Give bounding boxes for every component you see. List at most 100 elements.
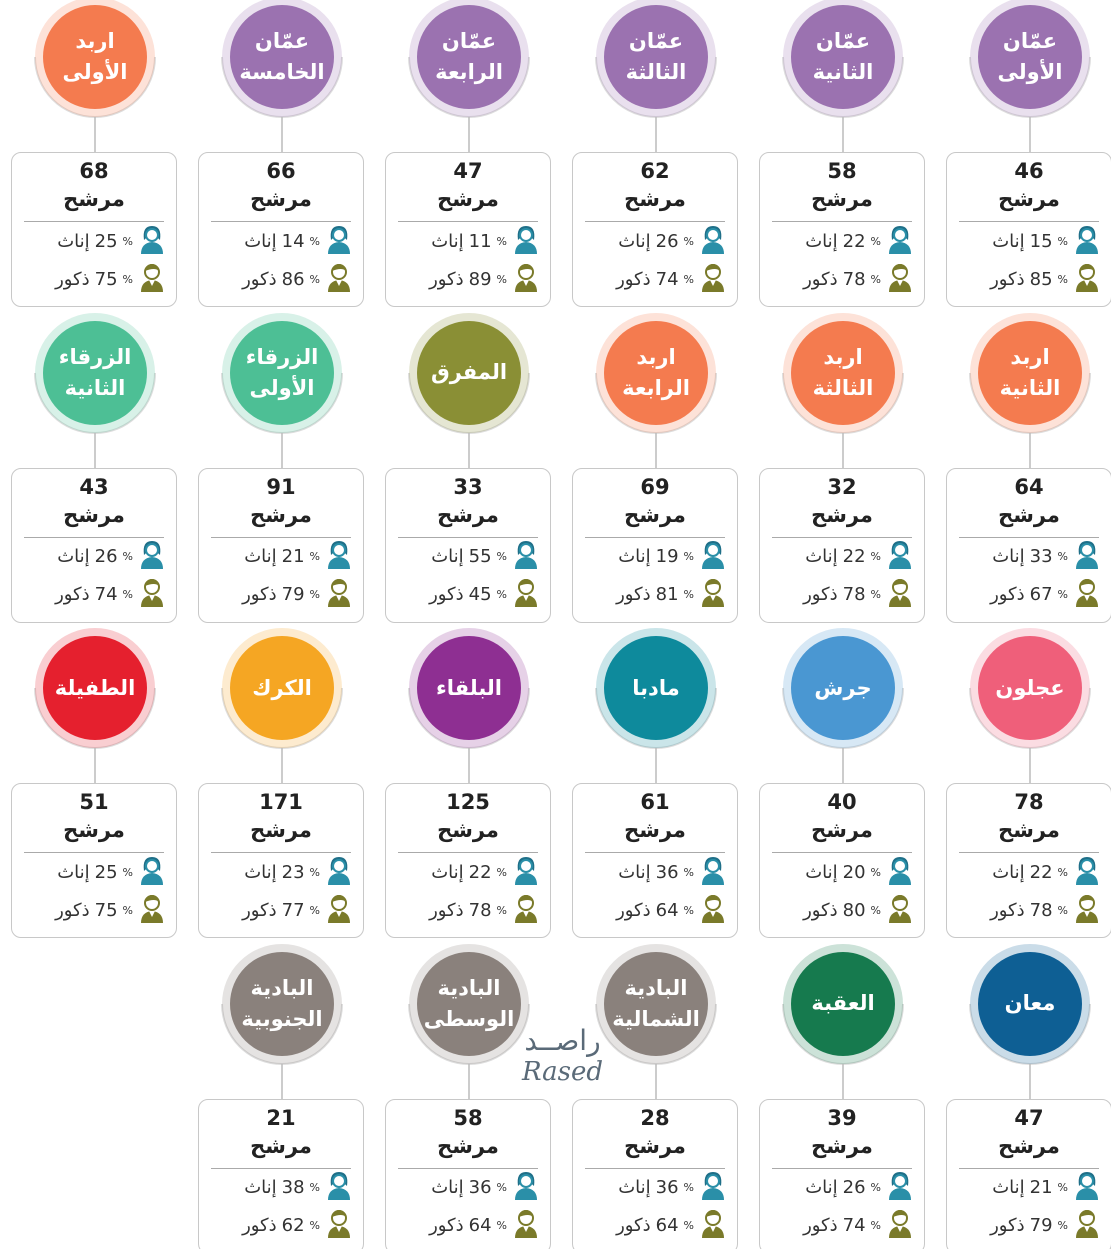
female-label: إناث	[244, 861, 277, 883]
district-name-line: البادية	[437, 975, 501, 1000]
badge-graphic	[408, 943, 530, 1099]
watermark-arabic: راصــد	[524, 1024, 601, 1057]
male-percent: 74	[842, 1215, 866, 1236]
unit-label: مرشح	[63, 818, 125, 842]
male-label: ذكور	[55, 899, 90, 921]
unit-label: مرشح	[624, 187, 686, 211]
separator	[211, 536, 351, 538]
district-name-line: عمّان	[1002, 29, 1058, 53]
percent-sign: %	[870, 272, 881, 286]
badge-graphic	[221, 943, 343, 1099]
percent-sign: %	[122, 903, 133, 917]
male-icon	[1073, 577, 1101, 612]
male-percent: 85	[1029, 268, 1053, 290]
female-label: إناث	[244, 546, 277, 567]
badge-graphic	[595, 0, 717, 152]
male-row: % 78 ذكور	[760, 576, 924, 614]
male-label: ذكور	[429, 584, 464, 605]
male-percent: 79	[281, 584, 305, 605]
district-name-line: الثانية	[999, 375, 1061, 400]
male-label: ذكور	[803, 268, 838, 290]
separator	[398, 221, 538, 222]
female-icon	[699, 855, 727, 890]
female-percent: 22	[842, 230, 866, 252]
candidate-count: 47	[453, 159, 483, 183]
district-card: 61 مرشح% 36 إناث% 64 ذكور	[572, 783, 738, 938]
district-name: اربد الأولى	[20, 0, 170, 117]
male-percent: 64	[655, 1215, 679, 1236]
female-percent: 11	[468, 230, 492, 252]
female-label: إناث	[431, 230, 464, 252]
female-row: % 36 إناث	[573, 853, 737, 891]
male-row: % 78 ذكور	[947, 891, 1111, 929]
female-percent: 21	[281, 546, 305, 567]
percent-sign: %	[309, 865, 320, 879]
candidate-count: 58	[453, 1105, 483, 1130]
female-row: % 26 إناث	[12, 538, 176, 576]
male-row: % 64 ذكور	[386, 1207, 550, 1245]
separator	[398, 536, 538, 538]
female-icon	[138, 539, 166, 574]
male-label: ذكور	[242, 899, 277, 921]
male-row: % 74 ذكور	[12, 576, 176, 614]
female-icon	[886, 224, 914, 259]
male-label: ذكور	[803, 584, 838, 605]
district-name-line: عجلون	[995, 675, 1065, 700]
district-name: اربد الرابعة	[581, 313, 731, 433]
female-row: % 38 إناث	[199, 1169, 363, 1207]
female-percent: 22	[842, 546, 866, 567]
male-icon	[1073, 262, 1101, 297]
female-icon	[886, 855, 914, 890]
female-row: % 21 إناث	[947, 1169, 1111, 1207]
percent-sign: %	[122, 588, 133, 601]
female-label: إناث	[992, 1177, 1025, 1198]
district-name-line: الرابعة	[622, 375, 690, 400]
candidate-count: 68	[79, 159, 109, 183]
badge-graphic	[782, 312, 904, 468]
district-name: الزرقاء الثانية	[20, 313, 170, 433]
district-badge: البادية الجنوبية	[207, 943, 357, 1099]
female-label: إناث	[805, 861, 838, 883]
district-name: عمّان الرابعة	[394, 0, 544, 117]
separator	[585, 852, 725, 853]
district-name: عمّان الخامسة	[207, 0, 357, 117]
percent-sign: %	[870, 1181, 881, 1194]
district-badge: اربد الأولى	[20, 0, 170, 152]
male-percent: 62	[281, 1215, 305, 1236]
percent-sign: %	[309, 234, 320, 248]
female-percent: 14	[281, 230, 305, 252]
male-percent: 81	[655, 584, 679, 605]
percent-sign: %	[122, 865, 133, 879]
district-card: 47 مرشح% 21 إناث% 79 ذكور	[946, 1098, 1111, 1249]
district-name-line: عمّان	[628, 29, 684, 53]
candidate-count: 28	[640, 1105, 670, 1130]
female-icon	[325, 1170, 353, 1205]
male-icon	[886, 262, 914, 297]
district-name-line: الجنوبية	[241, 1006, 323, 1031]
percent-sign: %	[496, 550, 507, 563]
separator	[398, 1167, 538, 1169]
separator	[959, 536, 1099, 538]
unit-label: مرشح	[811, 502, 873, 527]
female-icon	[325, 539, 353, 574]
district-name-line: الزرقاء	[58, 344, 132, 369]
badge-graphic	[34, 312, 156, 468]
separator	[772, 536, 912, 538]
candidate-count: 32	[827, 474, 857, 499]
percent-sign: %	[683, 1181, 694, 1194]
percent-sign: %	[496, 588, 507, 601]
female-icon	[699, 224, 727, 259]
district-name-line: الأولى	[997, 60, 1063, 84]
female-label: إناث	[431, 1177, 464, 1198]
badge-graphic	[34, 628, 156, 783]
district-name-line: الوسطى	[423, 1006, 515, 1031]
male-row: % 78 ذكور	[386, 891, 550, 929]
male-label: ذكور	[55, 584, 90, 605]
district-card: 78 مرشح% 22 إناث% 78 ذكور	[946, 783, 1111, 938]
female-row: % 23 إناث	[199, 853, 363, 891]
male-row: % 74 ذكور	[573, 260, 737, 298]
percent-sign: %	[309, 588, 320, 601]
female-percent: 19	[655, 546, 679, 567]
percent-sign: %	[309, 903, 320, 917]
male-percent: 64	[468, 1215, 492, 1236]
